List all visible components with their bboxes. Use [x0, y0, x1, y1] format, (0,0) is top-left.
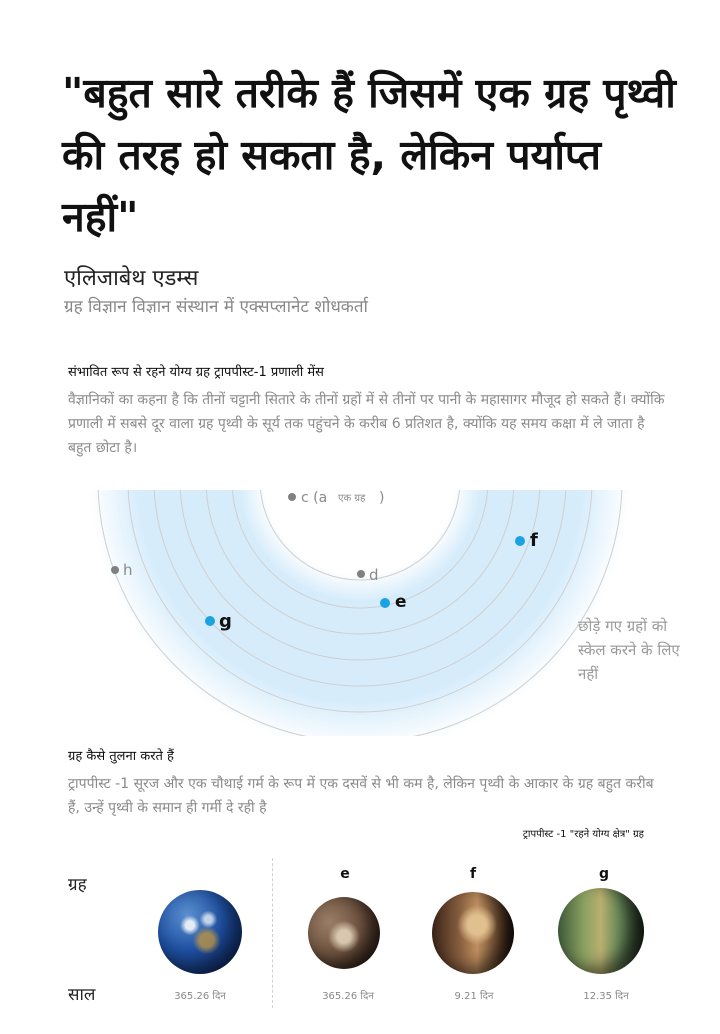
planet-g-year: 12.35 दिन — [583, 991, 629, 1002]
orbit-ring — [179, 490, 541, 661]
earth-image — [158, 890, 242, 974]
planet-e-label: e — [395, 592, 407, 612]
planet-f-label: f — [530, 530, 538, 551]
orbit-ring — [231, 490, 489, 609]
author-role: ग्रह विज्ञान विज्ञान संस्थान में एक्सप्ल… — [64, 297, 368, 317]
planet-h-dot — [111, 566, 119, 574]
scale-note: छोड़े गए ग्रहों को स्केल करने के लिए नही… — [578, 617, 680, 683]
section-body-system: वैज्ञानिकों का कहना है कि तीनों चट्टानी … — [68, 392, 665, 456]
planet-c-label: c (a — [301, 490, 327, 506]
planet-d-label: d — [369, 566, 379, 584]
habitable-zone-caption: ट्रापपीस्ट -1 "रहने योग्य क्षेत्र" ग्रह — [522, 829, 644, 840]
orbit-ring — [127, 490, 593, 713]
divider-line — [272, 858, 273, 1008]
orbit-ring — [260, 490, 460, 581]
author-name: एलिजाबेथ एडम्स — [64, 266, 199, 291]
orbit-group — [90, 490, 630, 736]
headline-quote: "बहुत सारे तरीके हैं जिसमें एक ग्रह पृथ्… — [62, 69, 676, 241]
planet-e-dot — [380, 598, 390, 608]
planet-f-year: 9.21 दिन — [454, 991, 494, 1002]
planet-c-sublabel: एक ग्रह — [338, 493, 366, 504]
planet-g-image — [558, 888, 644, 974]
planet-g-label: g — [219, 611, 232, 632]
orbit-diagram: c (a एक ग्रह ) d e f g h — [90, 490, 630, 736]
planet-c-close: ) — [379, 490, 384, 506]
planet-d-dot — [357, 570, 365, 578]
row-label-planet: ग्रह — [68, 875, 87, 895]
earth-year: 365.26 दिन — [174, 991, 226, 1002]
planet-f-dot — [515, 536, 525, 546]
orbit-ring — [205, 490, 515, 635]
planet-c-dot — [288, 493, 296, 501]
planet-e-year: 365.26 दिन — [322, 991, 374, 1002]
row-label-year: साल — [68, 985, 96, 1005]
planet-g-dot — [205, 616, 215, 626]
orbit-ring — [153, 490, 567, 687]
planet-f-name: f — [469, 866, 477, 882]
planet-h-label: h — [123, 561, 133, 579]
planet-e-image — [308, 897, 380, 969]
planet-e-name: e — [340, 866, 350, 882]
section-title-system: संभावित रूप से रहने योग्य ग्रह ट्रापपीस्… — [68, 365, 324, 380]
section-body-compare: ट्रापपीस्ट -1 सूरज और एक चौथाई गर्म के र… — [68, 776, 654, 816]
planet-g-name: g — [598, 866, 610, 882]
habitable-zone — [90, 490, 630, 736]
section-title-compare: ग्रह कैसे तुलना करते हैं — [68, 749, 174, 764]
planet-f-image — [432, 892, 514, 974]
